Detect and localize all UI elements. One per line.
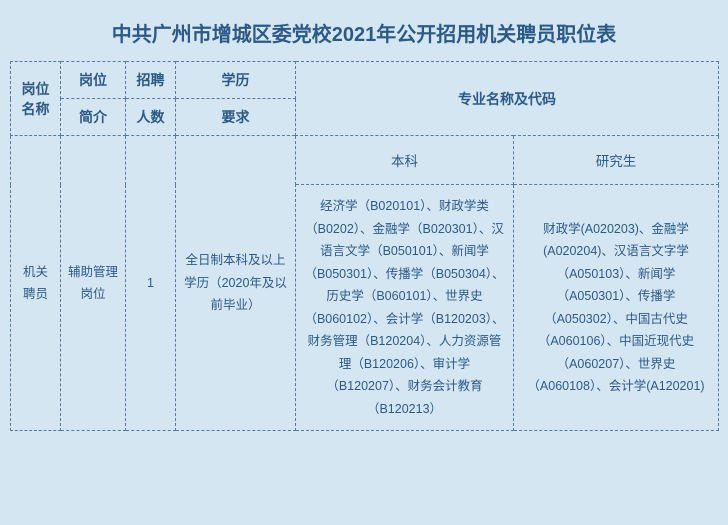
page-title: 中共广州市增城区委党校2021年公开招用机关聘员职位表 [10, 8, 718, 61]
header-recruit-bottom: 人数 [126, 99, 176, 136]
header-major-code: 专业名称及代码 [296, 62, 719, 136]
cell-position-name: 机关聘员 [11, 136, 61, 431]
cell-undergrad-majors: 经济学（B020101）、财政学类（B0202）、金融学（B020301）、汉语… [296, 185, 514, 431]
cell-postgrad-majors: 财政学(A020203)、金融学(A020204)、汉语言文字学（A050103… [514, 185, 719, 431]
subheader-postgrad: 研究生 [514, 136, 719, 185]
cell-recruit-count: 1 [126, 136, 176, 431]
subheader-row: 机关聘员 辅助管理岗位 1 全日制本科及以上学历（2020年及以前毕业） 本科 … [11, 136, 719, 185]
subheader-undergrad: 本科 [296, 136, 514, 185]
header-position-name: 岗位名称 [11, 62, 61, 136]
table-container: 中共广州市增城区委党校2021年公开招用机关聘员职位表 岗位名称 岗位 招聘 学… [0, 0, 728, 439]
header-education-top: 学历 [176, 62, 296, 99]
recruitment-table: 岗位名称 岗位 招聘 学历 专业名称及代码 简介 人数 要求 机关聘员 辅助管理… [10, 61, 719, 431]
header-recruit-top: 招聘 [126, 62, 176, 99]
header-position-top: 岗位 [61, 62, 126, 99]
header-position-bottom: 简介 [61, 99, 126, 136]
header-education-bottom: 要求 [176, 99, 296, 136]
header-row-1: 岗位名称 岗位 招聘 学历 专业名称及代码 [11, 62, 719, 99]
cell-position-intro: 辅助管理岗位 [61, 136, 126, 431]
cell-education-req: 全日制本科及以上学历（2020年及以前毕业） [176, 136, 296, 431]
